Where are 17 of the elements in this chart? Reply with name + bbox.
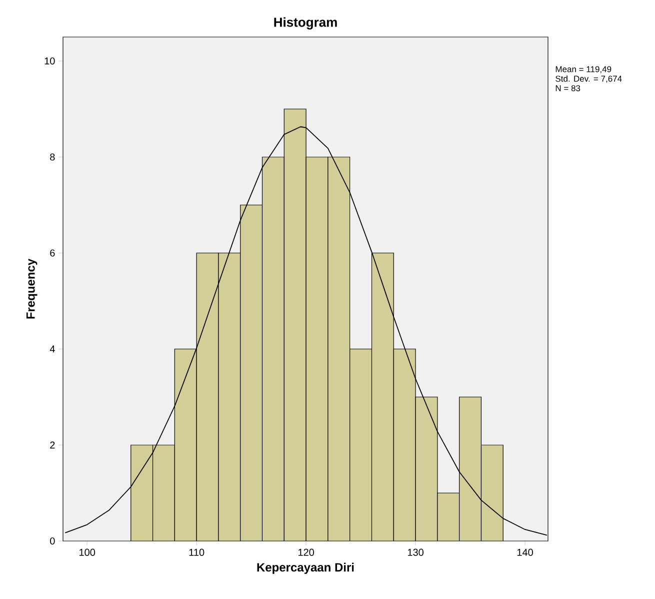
- x-axis-title: Kepercayaan Diri: [257, 562, 354, 574]
- text: N = 83: [556, 85, 580, 92]
- text: Mean = 119,49: [556, 66, 612, 74]
- x-tick-label: 130: [408, 548, 424, 556]
- text: Std. Dev. = 7,674: [556, 75, 622, 83]
- x-tick-label: 140: [517, 548, 533, 556]
- y-axis-title: Frequency: [26, 258, 38, 319]
- y-tick-label: 6: [50, 249, 55, 257]
- x-tick-label: 120: [298, 548, 314, 556]
- x-tick-label: 110: [189, 548, 204, 556]
- y-tick-label: 2: [50, 442, 55, 448]
- y-tick-label: 4: [50, 346, 55, 352]
- y-tick-label: 8: [50, 153, 55, 161]
- y-tick-label: 0: [50, 537, 55, 545]
- chart-title: Histogram: [274, 17, 337, 30]
- y-tick-label: 10: [44, 57, 55, 65]
- x-tick-label: 100: [80, 548, 96, 556]
